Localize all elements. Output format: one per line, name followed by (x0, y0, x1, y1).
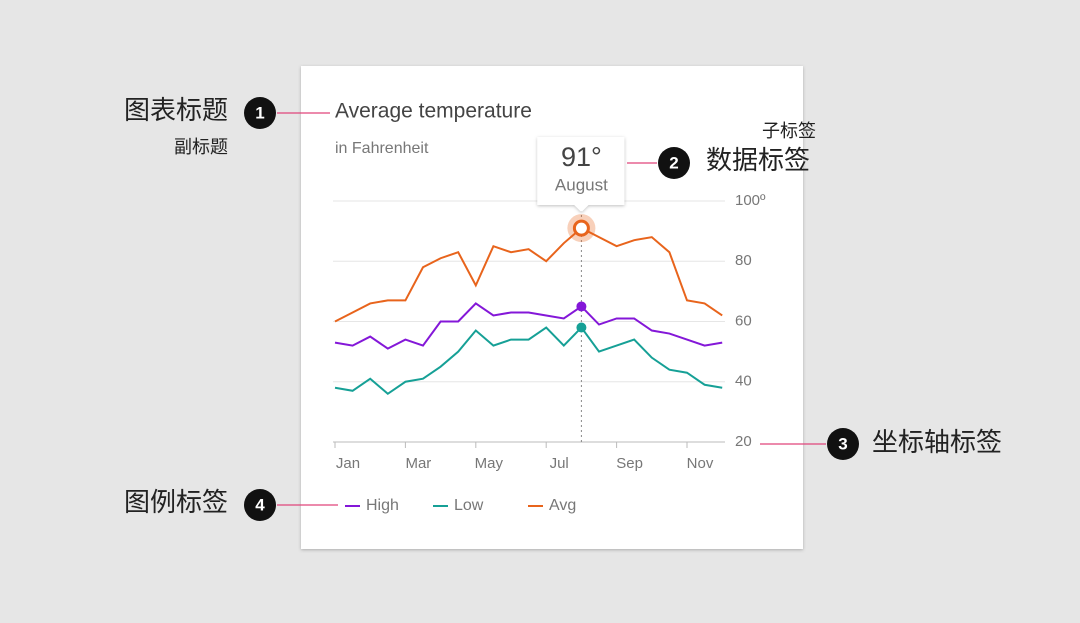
badge-number: 1 (255, 103, 264, 122)
series-line (334, 302, 723, 350)
point (576, 322, 587, 333)
annotation-label: 图例标签 (124, 487, 228, 517)
series-line (334, 226, 723, 323)
x-tick-label: Mar (405, 455, 431, 472)
badge (827, 428, 859, 460)
point (576, 301, 587, 312)
y-tick-label: 60 (735, 312, 752, 329)
y-tick-label: 100º (735, 192, 766, 209)
x-tick-label: Sep (616, 455, 643, 472)
tooltip-detail: August (555, 175, 608, 194)
y-tick-label: 80 (735, 252, 752, 269)
y-tick-label: 40 (735, 373, 752, 390)
plot: 20 40 60 80 100º Jan Mar May Jul Sep Nov 91° August H… (333, 137, 766, 514)
legend-label: Avg (549, 497, 576, 514)
x-tick-label: May (475, 455, 504, 472)
annotation-label: 坐标轴标签 (872, 427, 1002, 457)
annotation-sublabel: 子标签 (762, 121, 816, 141)
badge-number: 3 (838, 434, 847, 453)
chart-subtitle: in Fahrenheit (335, 140, 429, 157)
legend-label: Low (454, 497, 484, 514)
highlight-point (572, 219, 590, 237)
tooltip-box (537, 137, 625, 212)
legend-label: High (366, 497, 399, 514)
series-line (334, 325, 723, 396)
x-tick-label: Jan (336, 455, 360, 472)
annotation-label: 图表标题 (124, 95, 228, 125)
badge (658, 147, 690, 179)
annotation-label: 数据标签 (706, 145, 810, 175)
tooltip-value: 91° (561, 142, 602, 172)
y-tick-label: 20 (735, 433, 752, 450)
annotation-sublabel: 副标题 (174, 137, 228, 157)
x-tick-label: Jul (550, 455, 569, 472)
chart-title: Average temperature (335, 100, 532, 123)
x-tick-label: Nov (687, 455, 714, 472)
badge (244, 489, 276, 521)
badge (244, 97, 276, 129)
badge-number: 2 (669, 153, 678, 172)
badge-number: 4 (255, 495, 265, 514)
